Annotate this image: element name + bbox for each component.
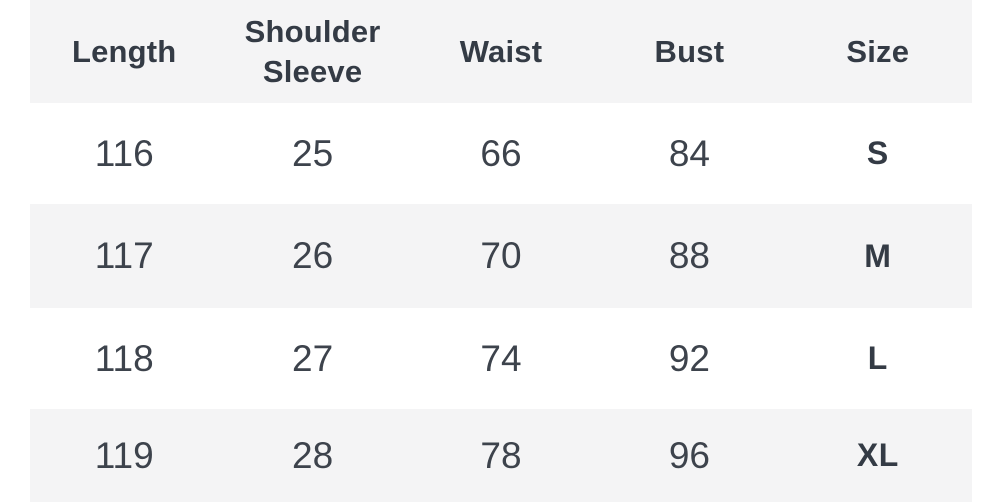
cell-l-shoulder-sleeve: 27 <box>292 337 334 379</box>
table-row-size-m: 117 26 70 88 M <box>30 204 972 308</box>
header-cell-size: Size <box>846 33 910 69</box>
size-chart-table: Length Shoulder Sleeve Waist Bust Size 1… <box>30 0 972 502</box>
cell-xl-waist: 78 <box>480 434 522 476</box>
cell-m-size-label: M <box>864 237 892 274</box>
cell-s-shoulder-sleeve: 25 <box>292 132 334 174</box>
table-row-size-s: 116 25 66 84 S <box>30 103 972 204</box>
cell-s-waist: 66 <box>480 132 522 174</box>
cell-l-length: 118 <box>94 337 154 379</box>
cell-m-shoulder-sleeve: 26 <box>292 235 334 276</box>
table-row-size-xl: 119 28 78 96 XL <box>30 409 972 502</box>
cell-m-bust: 88 <box>668 235 710 276</box>
cell-s-size-label: S <box>866 135 889 171</box>
header-cell-shoulder-sleeve: Shoulder Sleeve <box>244 13 381 89</box>
cell-xl-size-label: XL <box>856 437 899 473</box>
cell-l-waist: 74 <box>480 337 522 379</box>
cell-xl-bust: 96 <box>668 434 710 476</box>
table-header-row: Length Shoulder Sleeve Waist Bust Size <box>30 0 972 103</box>
table-row-size-l: 118 27 74 92 L <box>30 308 972 409</box>
cell-l-size-label: L <box>867 340 888 376</box>
cell-m-length: 117 <box>94 235 154 276</box>
cell-xl-shoulder-sleeve: 28 <box>292 434 334 476</box>
cell-l-bust: 92 <box>668 337 710 379</box>
header-cell-length: Length <box>71 33 177 69</box>
cell-m-waist: 70 <box>480 235 522 276</box>
cell-xl-length: 119 <box>94 434 154 476</box>
header-cell-waist: Waist <box>459 33 543 69</box>
cell-s-length: 116 <box>94 132 154 174</box>
cell-s-bust: 84 <box>668 132 710 174</box>
header-cell-bust: Bust <box>654 33 725 69</box>
